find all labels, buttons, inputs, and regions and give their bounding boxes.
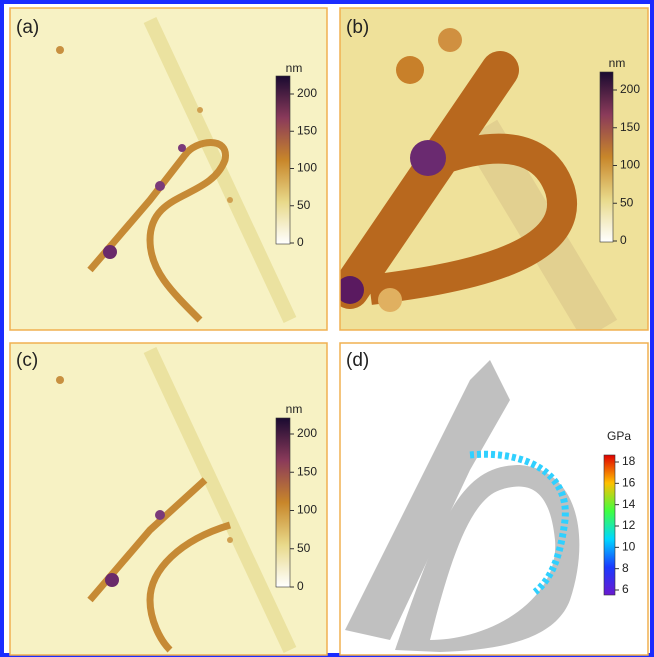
colorbar-tick-label: 200 <box>297 86 317 100</box>
colorbar-unit: nm <box>286 61 303 75</box>
colorbar-tick-label: 200 <box>297 426 317 440</box>
panel-label: (a) <box>16 17 39 38</box>
colorbar-tick-label: 0 <box>297 235 304 249</box>
colorbar-tick-label: 100 <box>297 161 317 175</box>
colorbar <box>275 75 291 245</box>
panel-label: (c) <box>16 350 38 371</box>
afm-image-b <box>340 8 648 330</box>
colorbar-unit: GPa <box>607 429 631 443</box>
colorbar-tick-label: 12 <box>622 518 636 532</box>
colorbar-unit: nm <box>286 402 303 416</box>
colorbar-tick-label: 0 <box>620 233 627 247</box>
colorbar-tick-label: 100 <box>297 503 317 517</box>
colorbar-tick-label: 8 <box>622 561 629 575</box>
colorbar-tick-label: 50 <box>297 198 311 212</box>
colorbar-tick-label: 150 <box>297 464 317 478</box>
colorbar-tick-label: 50 <box>297 541 311 555</box>
colorbar <box>603 454 616 596</box>
colorbar-tick-label: 0 <box>297 579 304 593</box>
colorbar-tick-label: 150 <box>620 120 640 134</box>
colorbar-tick-label: 10 <box>622 540 636 554</box>
colorbar-tick-label: 14 <box>622 497 636 511</box>
colorbar-tick-label: 100 <box>620 158 640 172</box>
modulus-map-d <box>339 342 649 656</box>
colorbar-tick-label: 16 <box>622 476 636 490</box>
colorbar <box>275 417 291 588</box>
colorbar-tick-label: 18 <box>622 454 636 468</box>
afm-image-c <box>9 342 328 656</box>
colorbar-tick-label: 50 <box>620 195 634 209</box>
colorbar-tick-label: 150 <box>297 123 317 137</box>
colorbar-tick-label: 200 <box>620 82 640 96</box>
colorbar-unit: nm <box>609 56 626 70</box>
colorbar <box>599 71 614 243</box>
afm-image-a <box>9 7 328 331</box>
colorbar-tick-label: 6 <box>622 582 629 596</box>
panel-label: (d) <box>346 350 369 371</box>
panel-label: (b) <box>346 17 369 38</box>
